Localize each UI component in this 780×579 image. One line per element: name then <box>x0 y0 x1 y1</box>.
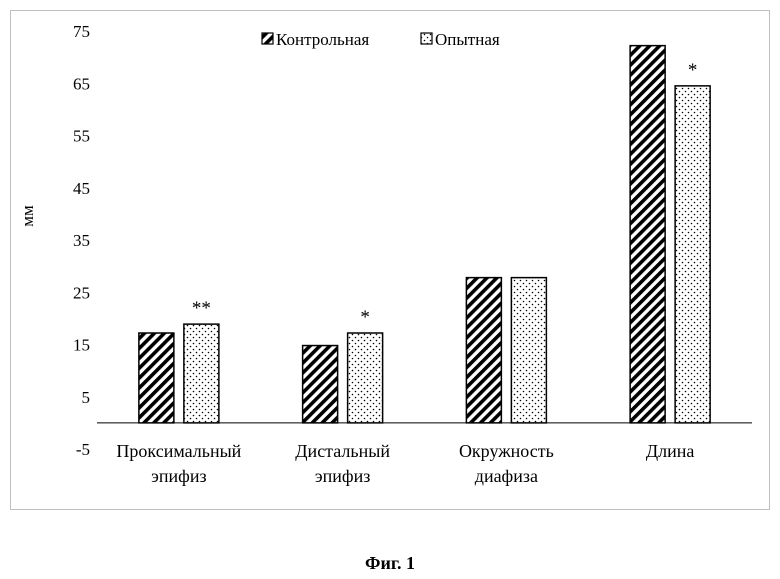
legend-label-experimental: Опытная <box>435 30 500 49</box>
y-tick-label: -5 <box>76 440 90 459</box>
y-tick-label: 25 <box>73 283 90 302</box>
y-tick-label: 15 <box>73 336 90 355</box>
y-axis-label: мм <box>18 205 37 227</box>
bar-control <box>303 346 338 423</box>
significance-mark: ** <box>192 298 211 319</box>
bar-control <box>466 278 501 423</box>
category-labels: Проксимальныйэпифиз Дистальныйэпифиз Окруж… <box>116 441 694 486</box>
bar-control <box>630 46 665 423</box>
figure-caption: Фиг. 1 <box>0 553 780 574</box>
y-tick-label: 45 <box>73 179 90 198</box>
y-tick-label: 35 <box>73 231 90 250</box>
legend-swatch-experimental <box>421 33 432 44</box>
bar-experimental <box>675 86 710 423</box>
y-tick-label: 5 <box>82 388 91 407</box>
significance-mark: * <box>688 60 698 81</box>
significance-mark: * <box>360 307 370 328</box>
bar-experimental <box>511 278 546 423</box>
bars <box>139 46 710 423</box>
y-axis-ticks: -5 5 15 25 35 45 55 65 75 <box>73 22 90 459</box>
y-tick-label: 55 <box>73 127 90 146</box>
category-label: Дистальныйэпифиз <box>295 441 390 486</box>
bar-chart: -5515253545556575 мм **** Проксимальныйэ… <box>0 0 780 520</box>
legend-swatch-control <box>262 33 273 44</box>
legend: Контрольная Опытная <box>262 30 500 49</box>
bar-experimental <box>184 324 219 423</box>
y-tick-label: 65 <box>73 74 90 93</box>
category-label: Окружностьдиафиза <box>459 441 554 486</box>
legend-label-control: Контрольная <box>276 30 369 49</box>
category-label: Длина <box>646 441 695 461</box>
bar-control <box>139 333 174 423</box>
y-tick-label: 75 <box>73 22 90 41</box>
category-label: Проксимальныйэпифиз <box>116 441 241 486</box>
significance-annotations: **** <box>192 60 698 328</box>
bar-experimental <box>348 333 383 423</box>
